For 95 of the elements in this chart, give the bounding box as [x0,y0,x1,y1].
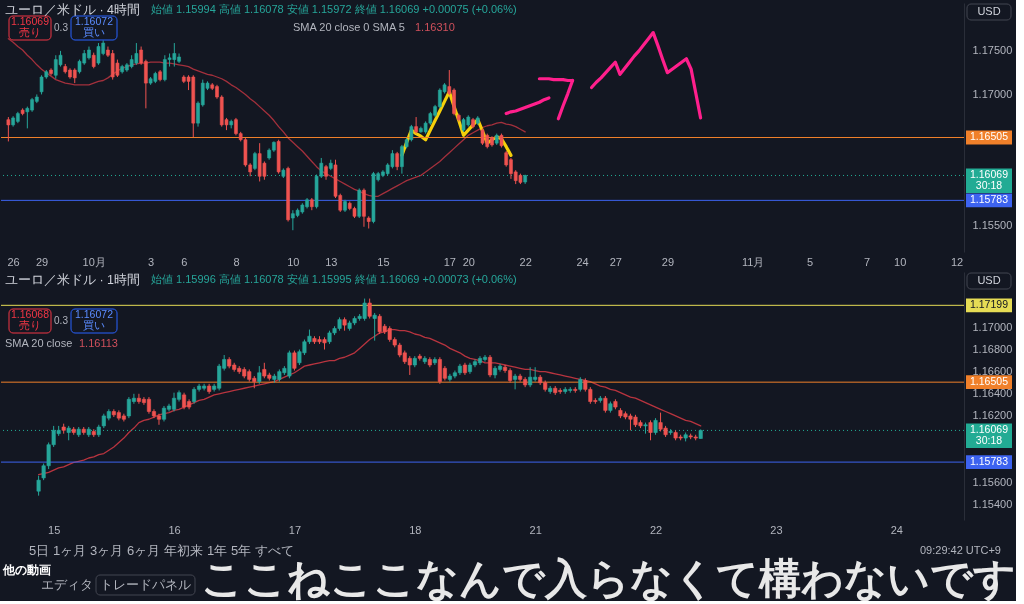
ref-line-label: 1.15783 [970,454,1009,467]
ref-line-label: 1.17199 [970,297,1009,310]
candlestick [414,116,418,135]
x-tick-label: 27 [609,255,622,268]
x-tick-label: 11月 [742,255,765,268]
x-tick-label: 26 [7,255,20,268]
y-tick-label: 1.17000 [972,320,1013,333]
x-tick-label: 13 [325,255,338,268]
chart-subtitle: 始値 1.15996 高値 1.16078 安値 1.15995 終値 1.16069 +0.00073 (+0.06%) [151,273,517,285]
x-tick-label: 22 [649,523,663,536]
y-tick-label: 1.17500 [972,44,1013,57]
x-tick-label: 10 [287,255,300,268]
candlestick [96,42,101,66]
x-tick-label: 15 [377,255,390,268]
candlestick [292,350,297,372]
x-tick-label: 17 [288,523,302,536]
chart-title: ユーロ／米ドル · 4時間 [5,3,141,17]
candlestick [253,151,257,171]
candlestick [6,116,11,142]
line-series [7,38,526,197]
candlestick [432,356,437,366]
y-tick-label: 1.17000 [972,87,1013,100]
text: 6ヶ月 [127,543,161,558]
candlestick [156,413,161,426]
annotation: 1.16072 [75,308,114,320]
text: 年初来 [164,543,203,558]
annotation: 1.16310 [415,21,455,33]
candlestick [372,312,377,342]
ref-line-label: 1.16069 [970,422,1009,435]
annotation: 売り [19,319,41,331]
chart-subtitle: 始値 1.15994 高値 1.16078 安値 1.15972 終値 1.16069 +0.00075 (+0.06%) [151,3,517,15]
annotation: 売り [19,26,41,38]
x-tick-label: 23 [770,523,783,536]
x-tick-label: 29 [661,255,675,268]
text: 5年 [231,543,252,558]
candlestick [367,298,372,319]
text: USD [977,274,1001,286]
ref-line-label: 1.16069 [970,167,1009,180]
annotation: 0.3 [54,315,69,326]
x-tick-label: 12 [951,255,964,268]
text: 1年 [207,543,228,558]
candlestick [36,475,41,497]
y-tick-label: 1.15500 [972,218,1013,231]
text: 5日 [29,543,50,558]
x-tick-label: 8 [233,255,240,268]
y-tick-label: 1.16800 [972,343,1013,355]
y-tick-label: 1.16200 [972,409,1013,422]
text: 30:18 [975,179,1003,192]
ref-line-label: 1.15783 [970,192,1009,205]
x-tick-label: 17 [443,255,456,268]
annotation: 買い [83,319,105,331]
x-tick-label: 10 [894,255,907,268]
text: 09:29:42 UTC+9 [919,544,1001,556]
ref-line-label: 1.16505 [970,130,1009,143]
line-series [504,96,551,116]
annotation: 0.3 [54,22,69,33]
text: 1ヶ月 [53,543,87,558]
annotation: SMA 20 close [5,337,73,349]
text: 3ヶ月 [90,543,124,558]
y-tick-label: 1.16400 [972,387,1013,400]
x-tick-label: 10月 [82,255,106,268]
x-tick-label: 5 [807,255,814,268]
candlestick [395,151,399,171]
text: エディタ [41,577,93,592]
x-tick-label: 21 [529,523,542,536]
x-tick-label: 18 [409,523,422,536]
text: 30:18 [975,434,1003,447]
text: 他の動画 [2,563,51,577]
text: USD [977,5,1001,17]
annotation: 1.16072 [75,15,114,27]
x-tick-label: 24 [576,255,589,268]
x-tick-label: 3 [148,255,155,268]
x-tick-label: 16 [168,523,181,536]
annotation: 1.16113 [79,337,118,349]
y-tick-label: 1.15400 [972,498,1013,510]
candlestick [488,354,493,378]
x-tick-label: 22 [519,255,532,268]
x-tick-label: 6 [181,255,188,268]
annotation: 1.16069 [11,15,50,27]
x-tick-label: 15 [48,523,61,536]
chart-title: ユーロ／米ドル · 1時間 [5,273,141,287]
text: すべて [255,543,294,558]
candlestick [39,74,44,95]
line-series [589,31,703,120]
candlestick [648,419,653,441]
y-tick-label: 1.15600 [972,475,1013,488]
x-tick-label: 7 [863,255,871,268]
x-tick-label: 20 [462,255,475,268]
text: トレードパネル [100,577,191,592]
annotation: SMA 20 close 0 SMA 5 [293,21,405,33]
x-tick-label: 24 [890,523,903,536]
annotation: 1.16068 [11,308,50,320]
x-tick-label: 29 [35,255,49,268]
candlestick [513,373,518,390]
annotation: 買い [83,26,105,38]
